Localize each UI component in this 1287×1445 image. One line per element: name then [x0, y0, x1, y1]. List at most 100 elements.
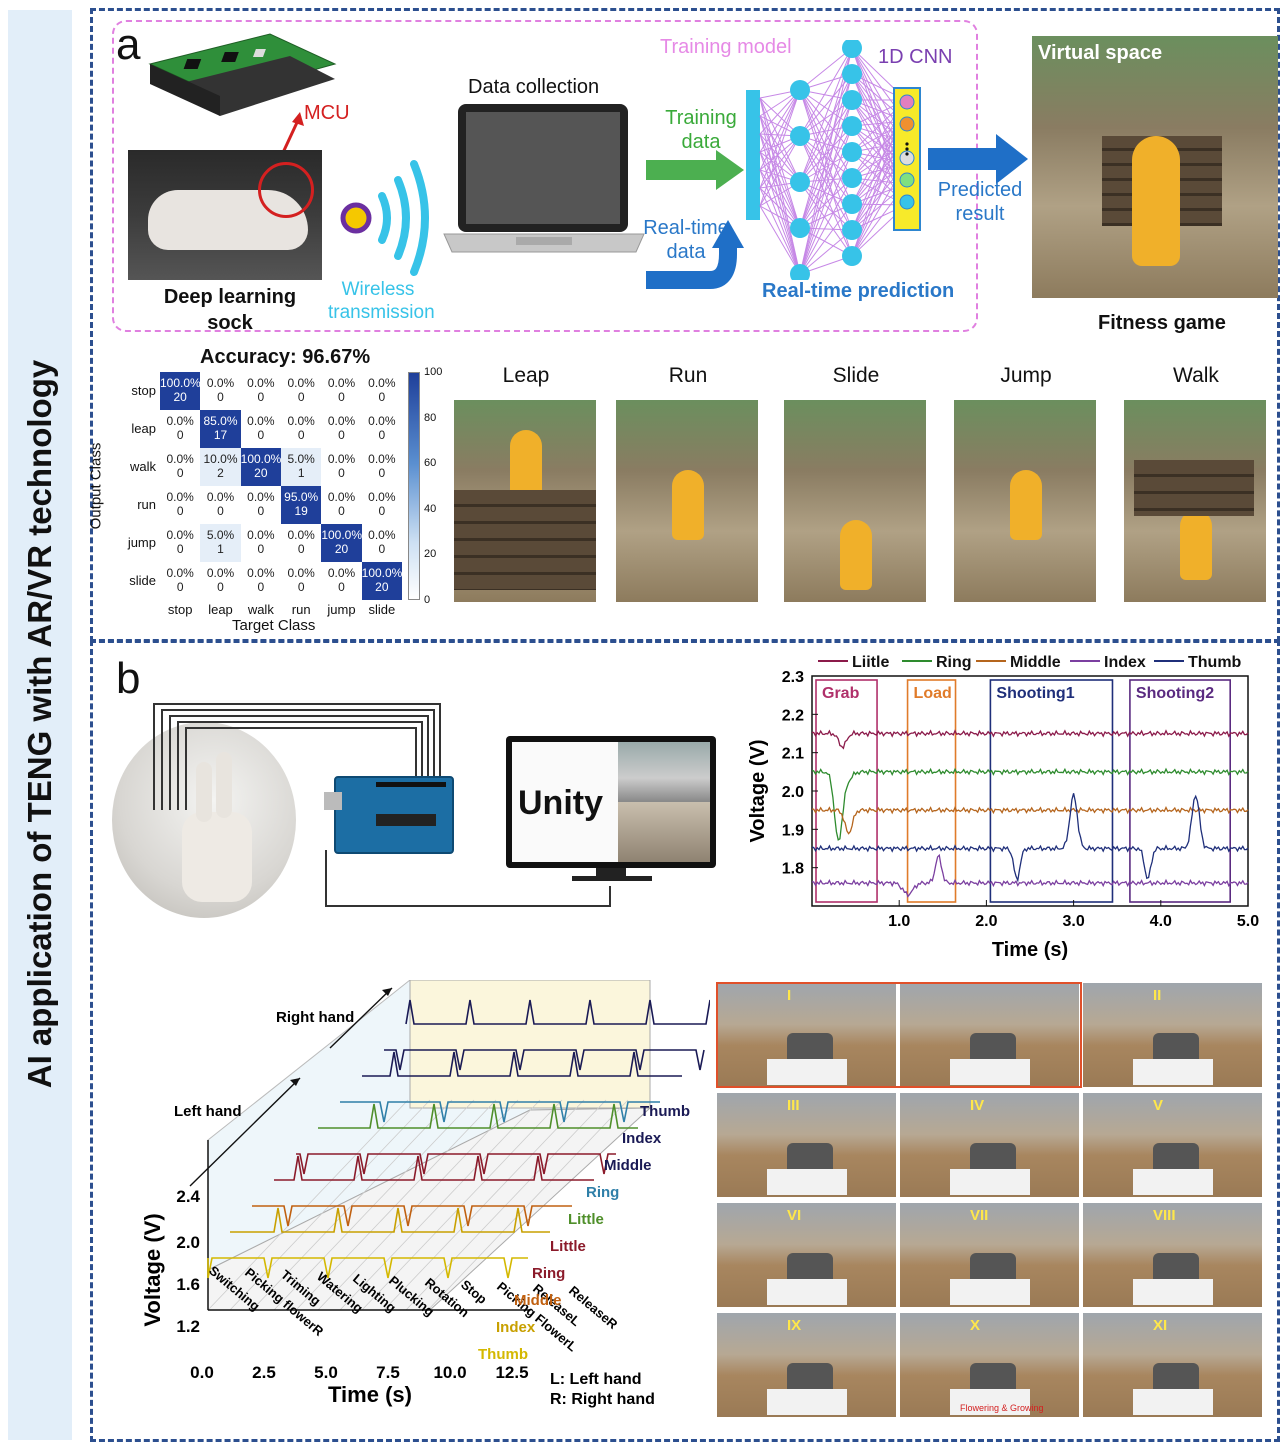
- chart3d-ylabel: Voltage (V): [140, 1213, 165, 1326]
- confusion-matrix: 100.0% 20 0.0% 0 0.0% 0 0.0% 0 0.0% 0 0.0% 0 0.0% 0 85…: [160, 372, 402, 600]
- colorbar-tick: 60: [424, 457, 437, 470]
- training-model-label: Training model: [660, 36, 792, 58]
- left-hand-label: Left hand: [174, 1103, 242, 1120]
- voltage-xlabel: Time (s): [992, 939, 1068, 961]
- chart3d-xtick: 10.0: [433, 1363, 466, 1382]
- confusion-cell: 0.0% 0: [321, 372, 362, 410]
- chart3d-ytick: 2.4: [176, 1187, 200, 1206]
- confusion-title: Accuracy: 96.67%: [200, 346, 371, 368]
- ar-frame: XI: [1082, 1312, 1263, 1418]
- confusion-cell: 0.0% 0: [281, 524, 322, 562]
- ar-frame: II: [1082, 982, 1263, 1088]
- voltage-legend-label: Middle: [1010, 654, 1061, 671]
- event-box-label: Shooting1: [996, 685, 1074, 702]
- event-box-label: Load: [914, 685, 952, 702]
- ar-frame: IX: [716, 1312, 897, 1418]
- ar-frame-label: VI: [787, 1207, 802, 1224]
- chart3d-ytick: 2.0: [176, 1233, 200, 1252]
- glove-photo: [112, 722, 296, 918]
- action-label: Run: [668, 364, 708, 387]
- confusion-cell: 100.0% 20: [160, 372, 201, 410]
- confusion-colorbar: [408, 372, 420, 600]
- chart3d-xtick: 0.0: [190, 1363, 214, 1382]
- confusion-cell: 0.0% 0: [281, 410, 322, 448]
- voltage-ytick: 2.0: [782, 784, 804, 801]
- legend-right-hand: R: Right hand: [550, 1391, 655, 1408]
- confusion-row-label: run: [137, 497, 156, 512]
- ar-frame-label: X: [970, 1317, 981, 1334]
- colorbar-tick: 80: [424, 411, 437, 424]
- confusion-cell: 0.0% 0: [240, 524, 281, 562]
- confusion-cell: 100.0% 20: [361, 562, 402, 600]
- ar-sequence-grid: I II III IV V VI VII VIII IX X Flowering & Growing…: [716, 982, 1264, 1422]
- ar-highlight-box: [716, 982, 1082, 1088]
- voltage-ytick: 1.9: [782, 822, 804, 839]
- mcu-board-image: [148, 33, 337, 116]
- ar-frame: I: [716, 982, 897, 1088]
- realtime-data-arrow: [646, 220, 744, 289]
- unity-label: Unity: [518, 784, 603, 822]
- data-collection-label: Data collection: [468, 76, 600, 98]
- voltage-legend-label: Thumb: [1188, 654, 1242, 671]
- voltage-ytick: 2.2: [782, 707, 804, 724]
- ar-frame-label: VII: [970, 1207, 989, 1224]
- ar-frame-label: VIII: [1153, 1207, 1176, 1224]
- confusion-cell: 5.0% 1: [200, 524, 241, 562]
- wireless-icon: [340, 160, 429, 276]
- virtual-space-label: Virtual space: [1038, 42, 1163, 64]
- voltage-legend-label: Ring: [936, 654, 972, 671]
- confusion-cell: 0.0% 0: [281, 562, 322, 600]
- confusion-cell: 0.0% 0: [160, 486, 201, 524]
- ar-frame: VI: [716, 1202, 897, 1308]
- voltage-xtick: 5.0: [1237, 913, 1259, 930]
- monitor-base: [572, 876, 652, 881]
- confusion-cell: 0.0% 0: [321, 448, 362, 486]
- colorbar-tick: 20: [424, 548, 437, 561]
- sock-label: Deep learning sock: [163, 286, 297, 334]
- side-title-bar: [8, 10, 72, 1440]
- confusion-cell: 0.0% 0: [361, 486, 402, 524]
- voltage-xtick: 4.0: [1150, 913, 1172, 930]
- ar-frame: VIII: [1082, 1202, 1263, 1308]
- predicted-arrow: [928, 134, 1028, 184]
- ar-frame: X Flowering & Growing: [899, 1312, 1080, 1418]
- confusion-col-label: leap: [208, 602, 233, 617]
- event-box-label: Shooting2: [1136, 685, 1214, 702]
- action-image: [616, 400, 758, 602]
- action-thumbnails: Leap Run Slide Jump Walk: [454, 364, 1284, 604]
- confusion-cell: 0.0% 0: [240, 562, 281, 600]
- confusion-ylabel: Output Class: [87, 442, 105, 530]
- confusion-cell: 0.0% 0: [200, 486, 241, 524]
- ar-frame: VII: [899, 1202, 1080, 1308]
- confusion-col-label: stop: [167, 602, 193, 617]
- confusion-cell: 0.0% 0: [361, 410, 402, 448]
- action-label: Walk: [1173, 364, 1219, 387]
- voltage-legend-label: Liitle: [852, 654, 889, 671]
- confusion-cell: 95.0% 19: [281, 486, 322, 524]
- ar-frame-label: I: [787, 987, 792, 1004]
- realtime-prediction-label: Real-time prediction: [762, 280, 955, 302]
- voltage-ylabel: Voltage (V): [747, 740, 769, 843]
- confusion-cell: 0.0% 0: [361, 372, 402, 410]
- realtime-data-label: Real-time data: [643, 217, 729, 263]
- monitor-stand: [596, 868, 626, 876]
- chart3d-finger-label: Middle: [514, 1292, 562, 1309]
- confusion-cell: 10.0% 2: [200, 448, 241, 486]
- ar-frame-label: IX: [787, 1317, 802, 1334]
- chart3d-xtick: 12.5: [495, 1363, 528, 1382]
- confusion-col-label: walk: [247, 602, 274, 617]
- right-hand-label: Right hand: [276, 1009, 354, 1026]
- action-image: [454, 400, 596, 602]
- colorbar-ticks: 100 80 60 40 20 0: [424, 366, 454, 606]
- side-title: AI application of TENG with AR/VR techno…: [21, 359, 58, 1089]
- confusion-cell: 0.0% 0: [361, 448, 402, 486]
- training-model-box: [112, 20, 978, 332]
- confusion-cell: 0.0% 0: [281, 372, 322, 410]
- confusion-cell: 5.0% 1: [281, 448, 322, 486]
- sock-photo: [128, 150, 322, 280]
- predicted-result-label: Predicted result: [937, 179, 1023, 225]
- fitness-game-label: Fitness game: [1098, 312, 1226, 334]
- colorbar-tick: 40: [424, 502, 437, 515]
- flowering-label: Flowering & Growing: [960, 1403, 1044, 1413]
- action-image: [1124, 400, 1266, 602]
